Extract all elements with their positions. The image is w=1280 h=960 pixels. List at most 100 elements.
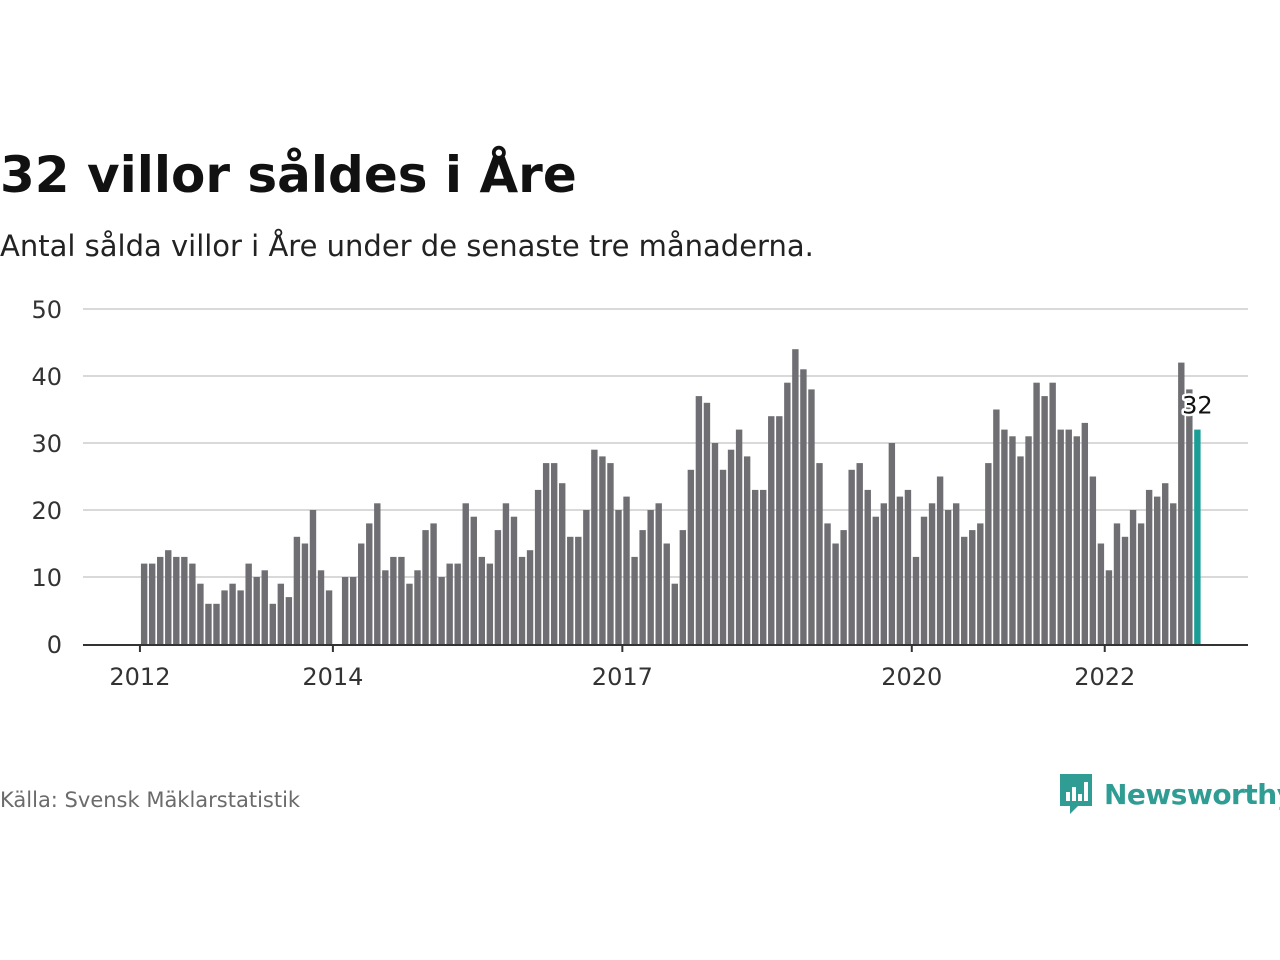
bar [615, 510, 622, 644]
bar [711, 443, 719, 644]
bar [647, 510, 654, 644]
bar [269, 603, 276, 644]
bar [993, 409, 1000, 644]
bar [221, 590, 228, 644]
y-tick-label: 20 [31, 497, 62, 525]
bar [494, 530, 502, 644]
bar [382, 570, 389, 644]
bar [695, 396, 703, 644]
bar [1025, 436, 1032, 644]
bar [478, 556, 486, 644]
bar [1170, 503, 1177, 644]
bar [735, 429, 743, 644]
bar [912, 556, 920, 644]
bar [454, 563, 461, 644]
bar [567, 536, 574, 644]
bar [1073, 436, 1080, 644]
bar [237, 590, 244, 644]
bar [1105, 570, 1113, 644]
bar [438, 577, 445, 644]
bar [703, 402, 711, 644]
bar [277, 583, 285, 644]
chart-subtitle: Antal sålda villor i Åre under de senast… [0, 229, 814, 263]
bar [1162, 483, 1169, 644]
bar [784, 382, 791, 644]
bar [961, 536, 968, 644]
bar [205, 603, 212, 644]
bar [181, 556, 188, 644]
bar [1017, 456, 1024, 644]
bar [575, 536, 582, 644]
bar [325, 590, 333, 644]
bar [317, 570, 325, 644]
highlighted-bar [1194, 429, 1201, 644]
labels: 0 10 20 30 40 50 2012 2014 2017 2020 2022 32 [31, 296, 1215, 691]
bar [1081, 422, 1089, 644]
bar [896, 496, 904, 644]
bar [727, 449, 735, 644]
bar [366, 523, 373, 644]
x-tick-label: 2022 [1074, 663, 1135, 691]
bar [864, 489, 871, 644]
bar [840, 530, 847, 644]
bar [197, 583, 204, 644]
bar [518, 556, 526, 644]
bar [751, 489, 759, 644]
bar [414, 570, 421, 644]
bar [719, 469, 727, 644]
bar [1153, 496, 1161, 644]
bar [245, 563, 252, 644]
brand-logo: Newsworthy [1058, 772, 1280, 816]
bar [760, 489, 767, 644]
chart-title: 32 villor såldes i Åre [0, 146, 577, 204]
bar [639, 530, 646, 644]
y-tick-label: 30 [31, 430, 62, 458]
bar [607, 463, 614, 644]
bar [655, 503, 662, 644]
bar [832, 543, 839, 644]
bar [1097, 543, 1105, 644]
bar [856, 463, 863, 644]
bar [800, 369, 807, 644]
bar [977, 523, 984, 644]
bar [462, 503, 469, 644]
bar [446, 563, 453, 644]
bar [1009, 436, 1016, 644]
bar [928, 503, 936, 644]
bar [358, 543, 365, 644]
bar [1186, 389, 1193, 644]
bar [213, 603, 220, 644]
bar [1057, 429, 1064, 644]
bar [1145, 489, 1153, 644]
bar [880, 503, 888, 644]
bar [173, 556, 180, 644]
bar [157, 556, 164, 644]
bar [406, 583, 413, 644]
bar [229, 583, 236, 644]
bar [952, 503, 960, 644]
bars [140, 349, 1201, 644]
bar [293, 536, 301, 644]
bar [470, 516, 477, 644]
bar [623, 496, 630, 644]
bar [1041, 396, 1048, 644]
bar [872, 516, 879, 644]
bar [944, 510, 952, 644]
bar [349, 577, 357, 644]
x-tick-label: 2017 [592, 663, 653, 691]
x-tick-label: 2014 [302, 663, 363, 691]
bar [1033, 382, 1040, 644]
bar [526, 550, 534, 644]
bar [140, 563, 148, 644]
bar [261, 570, 268, 644]
bar [341, 577, 349, 644]
bar [148, 563, 156, 644]
bar [816, 463, 823, 644]
bar [285, 597, 293, 644]
bar [920, 516, 928, 644]
bar [1137, 523, 1145, 644]
bar [309, 510, 317, 644]
bar [534, 489, 542, 644]
bar [591, 449, 598, 644]
bar-chart-speech-bubble-icon [1060, 774, 1092, 814]
